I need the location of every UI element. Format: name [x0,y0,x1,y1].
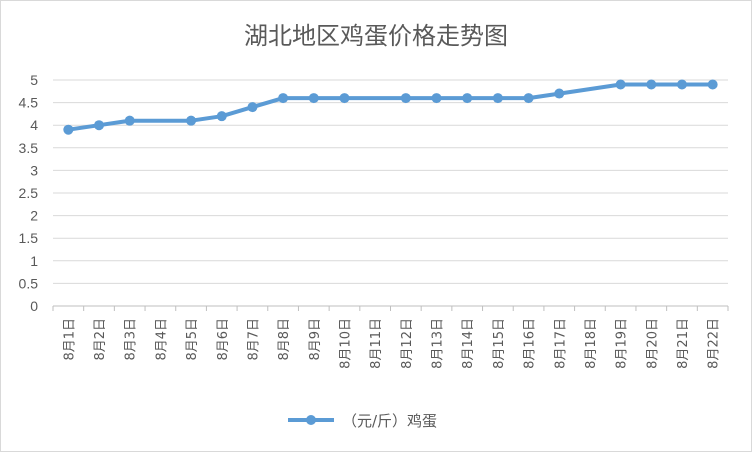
data-point [308,93,319,104]
y-tick-label: 1.5 [19,230,39,246]
y-tick-label: 0 [30,298,38,314]
x-tick-label: 8月13日 [431,318,446,369]
data-point [615,79,626,90]
x-tick-label: 8月7日 [246,318,261,361]
x-tick-label: 8月19日 [615,318,630,369]
data-point [94,120,105,131]
y-tick-label: 2.5 [19,185,39,201]
data-point [492,93,503,104]
y-tick-label: 0.5 [19,275,39,291]
x-tick-label: 8月15日 [492,318,507,369]
legend: （元/斤）鸡蛋 [288,412,437,430]
x-tick-label: 8月22日 [707,318,722,369]
y-axis-ticks: 0 0.5 1 1.5 2 2.5 3 3.5 4 4.5 5 [19,72,39,314]
x-tick-label: 8月5日 [185,318,200,361]
y-tick-label: 4.5 [19,95,39,111]
x-axis [52,305,729,311]
x-tick-label: 8月8日 [277,318,292,361]
x-tick-label: 8月3日 [124,318,139,361]
x-tick-label: 8月9日 [308,318,323,361]
x-axis-ticks: 8月1日 8月2日 8月3日 8月4日 8月5日 8月6日 8月7日 8月8日 8月9日 8月10… [62,318,721,369]
y-tick-label: 3 [30,162,38,178]
y-tick-label: 5 [30,72,38,88]
data-point [278,93,289,104]
data-point [124,115,135,126]
data-point [186,115,197,126]
data-point [554,88,565,99]
x-tick-label: 8月14日 [461,318,476,369]
data-point [63,124,74,135]
data-point [646,79,657,90]
data-point [216,111,227,122]
series-group [63,79,718,135]
y-tick-label: 1 [30,253,38,269]
x-tick-label: 8月12日 [400,318,415,369]
data-point [339,93,350,104]
chart-title: 湖北地区鸡蛋价格走势图 [244,22,508,50]
series-line [68,82,713,132]
y-tick-label: 3.5 [19,140,39,156]
legend-marker [306,415,316,425]
data-point [431,93,442,104]
x-tick-label: 8月10日 [338,318,353,369]
data-point [676,79,687,90]
data-point [400,93,411,104]
x-tick-label: 8月18日 [584,318,599,369]
x-tick-label: 8月20日 [645,318,660,369]
data-point [247,102,258,113]
y-tick-label: 4 [30,117,38,133]
x-tick-label: 8月1日 [62,318,77,361]
x-tick-label: 8月16日 [523,318,538,369]
x-tick-label: 8月11日 [369,318,384,369]
x-tick-label: 8月17日 [553,318,568,369]
x-tick-label: 8月6日 [216,318,231,361]
y-tick-label: 2 [30,208,38,224]
x-tick-label: 8月2日 [93,318,108,361]
x-tick-label: 8月4日 [154,318,169,361]
data-point [523,93,534,104]
legend-label: （元/斤）鸡蛋 [342,412,437,430]
gridlines [53,79,728,284]
x-tick-label: 8月21日 [676,318,691,369]
data-point [462,93,473,104]
data-point [707,79,718,90]
